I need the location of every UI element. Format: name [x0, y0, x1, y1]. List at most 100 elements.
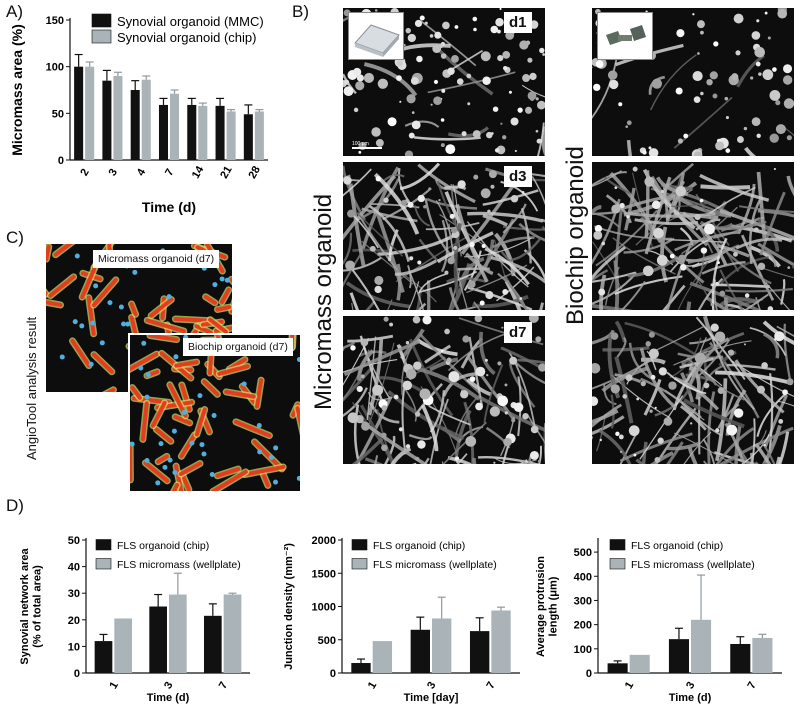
cell-fiber: [436, 180, 461, 232]
cell-fiber: [743, 293, 769, 310]
cell-fiber: [424, 344, 452, 364]
cell-blob: [786, 135, 792, 141]
vessel-skeleton: [129, 301, 138, 317]
cell-blob: [763, 443, 766, 447]
legend-label: FLS micromass (wellplate): [631, 559, 755, 571]
vessel-skeleton: [145, 318, 186, 334]
cell-blob: [692, 70, 703, 82]
vessel-skeleton: [149, 297, 174, 318]
junction-point: [211, 412, 217, 418]
cell-blob: [490, 25, 499, 34]
biochip-organoid-title: Biochip organoid: [562, 146, 589, 325]
cell-fiber: [614, 275, 683, 296]
cell-blob: [654, 406, 657, 409]
junction-point: [130, 441, 135, 447]
cell-fiber: [598, 429, 632, 464]
bar-synovial-organoid-mmc--3: [102, 80, 112, 160]
cell-blob: [409, 256, 414, 261]
angiotool-side-label: AngioTool analysis result: [24, 316, 39, 460]
cell-blob: [517, 107, 523, 113]
cell-fiber: [361, 240, 414, 285]
bar-fls-organoid-chip--7: [469, 631, 490, 673]
junction-point: [141, 340, 147, 346]
legend-label: FLS organoid (chip): [117, 540, 209, 552]
cell-blob: [733, 251, 738, 257]
vessel-skeleton: [242, 465, 286, 477]
cell-blob: [522, 74, 531, 82]
cell-blob: [413, 361, 422, 370]
junction-point: [172, 470, 178, 476]
cell-blob: [343, 86, 354, 97]
x-tick-label: 28: [246, 164, 263, 181]
vessel-skeleton: [156, 454, 169, 464]
cell-fiber: [377, 231, 460, 256]
cell-blob: [651, 200, 661, 210]
x-axis-label: Time (d): [147, 692, 190, 704]
junction-point: [155, 480, 161, 486]
cell-fiber: [757, 242, 794, 267]
cell-fiber: [671, 202, 710, 208]
cell-fiber: [455, 204, 489, 283]
cell-fiber: [517, 376, 522, 437]
cell-blob: [445, 144, 456, 155]
cell-blob: [758, 208, 762, 212]
cell-blob: [371, 127, 381, 137]
bar-fls-organoid-chip--7: [203, 615, 222, 673]
junction-point: [212, 282, 218, 288]
cell-fiber: [407, 281, 420, 310]
cell-blob: [345, 260, 355, 271]
cell-blob: [450, 227, 458, 234]
cell-fiber: [345, 281, 411, 309]
cell-fiber: [415, 289, 422, 310]
cell-fiber: [719, 426, 794, 464]
cell-blob: [343, 79, 350, 85]
y-tick-label: 100: [574, 644, 592, 656]
cell-blob: [482, 76, 491, 85]
cell-blob: [465, 435, 477, 447]
cell-blob: [683, 133, 689, 139]
cell-blob: [535, 336, 542, 343]
cell-blob: [411, 111, 415, 114]
cell-fiber: [721, 457, 736, 464]
cell-fiber: [413, 205, 431, 227]
cell-blob: [440, 118, 445, 122]
junction-point: [125, 321, 131, 327]
cell-fiber: [666, 240, 694, 310]
cell-blob: [628, 425, 640, 437]
bar-synovial-organoid-mmc--4: [130, 90, 140, 160]
cell-blob: [457, 180, 466, 189]
cell-blob: [645, 341, 651, 347]
cell-fiber: [417, 302, 427, 310]
cell-fiber: [639, 347, 677, 409]
cell-blob: [513, 402, 524, 412]
cell-fiber: [778, 431, 790, 464]
cell-blob: [480, 188, 491, 199]
cell-blob: [743, 126, 748, 131]
x-tick-label: 3: [425, 680, 438, 691]
cell-fiber: [343, 252, 363, 288]
angiotool-micromass-tag: Micromass organoid (d7): [93, 250, 220, 268]
cell-fiber: [444, 185, 467, 191]
cell-blob: [488, 170, 497, 179]
cell-blob: [375, 138, 384, 147]
x-axis-label: Time (d): [142, 199, 196, 215]
cell-fiber: [763, 332, 780, 359]
cell-blob: [407, 33, 416, 43]
cell-fiber: [735, 237, 783, 250]
legend-label: FLS organoid (chip): [373, 540, 465, 552]
junction-point: [90, 320, 96, 326]
cell-blob: [717, 261, 720, 265]
cell-fiber: [508, 362, 536, 408]
y-tick-label: 0: [330, 668, 336, 680]
cell-blob: [692, 13, 695, 16]
cell-fiber: [518, 222, 545, 242]
cell-blob: [700, 30, 704, 35]
angiotool-biochip-tag: Biochip organoid (d7): [183, 338, 293, 356]
legend-swatch: [609, 539, 626, 551]
cell-fiber: [351, 302, 354, 310]
cell-fiber: [527, 453, 533, 464]
cell-blob: [527, 57, 533, 63]
cell-fiber: [710, 283, 770, 289]
cell-blob: [648, 146, 652, 150]
cell-blob: [374, 275, 384, 285]
